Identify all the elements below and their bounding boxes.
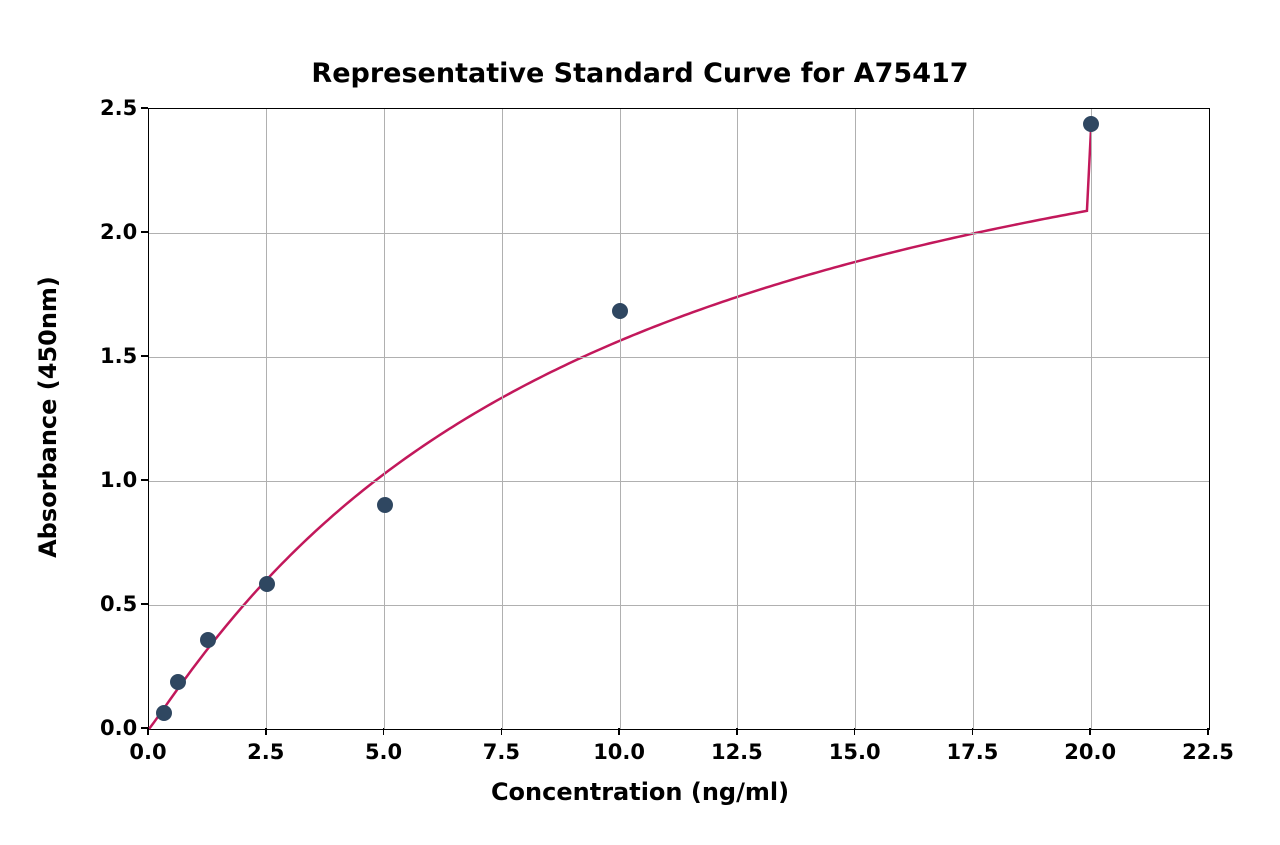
x-tick-mark [147,728,149,735]
x-tick-label: 5.0 [365,740,402,764]
x-tick-mark [1089,728,1091,735]
y-gridline [149,605,1209,606]
y-tick-label: 0.0 [100,716,136,740]
y-gridline [149,357,1209,358]
x-tick-label: 12.5 [711,740,763,764]
x-gridline [973,109,974,729]
x-tick-mark [854,728,856,735]
data-point [612,303,628,319]
x-tick-mark [265,728,267,735]
x-tick-label: 20.0 [1064,740,1116,764]
y-tick-label: 0.5 [100,592,136,616]
x-tick-mark [1207,728,1209,735]
x-tick-label: 10.0 [593,740,645,764]
x-tick-label: 2.5 [247,740,284,764]
data-point [259,576,275,592]
y-tick-label: 2.5 [100,96,136,120]
data-point [377,497,393,513]
y-gridline [149,481,1209,482]
x-gridline [384,109,385,729]
x-gridline [737,109,738,729]
data-point [200,632,216,648]
y-tick-mark [141,107,148,109]
data-point [170,674,186,690]
y-tick-mark [141,727,148,729]
x-tick-label: 7.5 [483,740,520,764]
y-tick-label: 1.5 [100,344,136,368]
x-tick-mark [618,728,620,735]
x-tick-mark [383,728,385,735]
x-gridline [620,109,621,729]
y-tick-label: 2.0 [100,220,136,244]
x-tick-label: 22.5 [1182,740,1234,764]
data-point [1083,116,1099,132]
figure: Representative Standard Curve for A75417… [0,0,1280,845]
y-tick-mark [141,603,148,605]
x-tick-mark [972,728,974,735]
x-tick-label: 17.5 [947,740,999,764]
x-axis-label: Concentration (ng/ml) [0,778,1280,806]
fitted-curve [149,109,1209,729]
y-gridline [149,233,1209,234]
x-tick-label: 15.0 [829,740,881,764]
x-gridline [855,109,856,729]
y-tick-mark [141,479,148,481]
x-tick-label: 0.0 [129,740,166,764]
y-axis-label: Absorbance (450nm) [34,107,62,727]
y-tick-mark [141,355,148,357]
data-point [156,705,172,721]
chart-title: Representative Standard Curve for A75417 [0,58,1280,89]
y-tick-label: 1.0 [100,468,136,492]
x-gridline [266,109,267,729]
x-gridline [1091,109,1092,729]
y-tick-mark [141,231,148,233]
x-tick-mark [736,728,738,735]
x-tick-mark [501,728,503,735]
x-gridline [502,109,503,729]
plot-area [148,108,1210,730]
